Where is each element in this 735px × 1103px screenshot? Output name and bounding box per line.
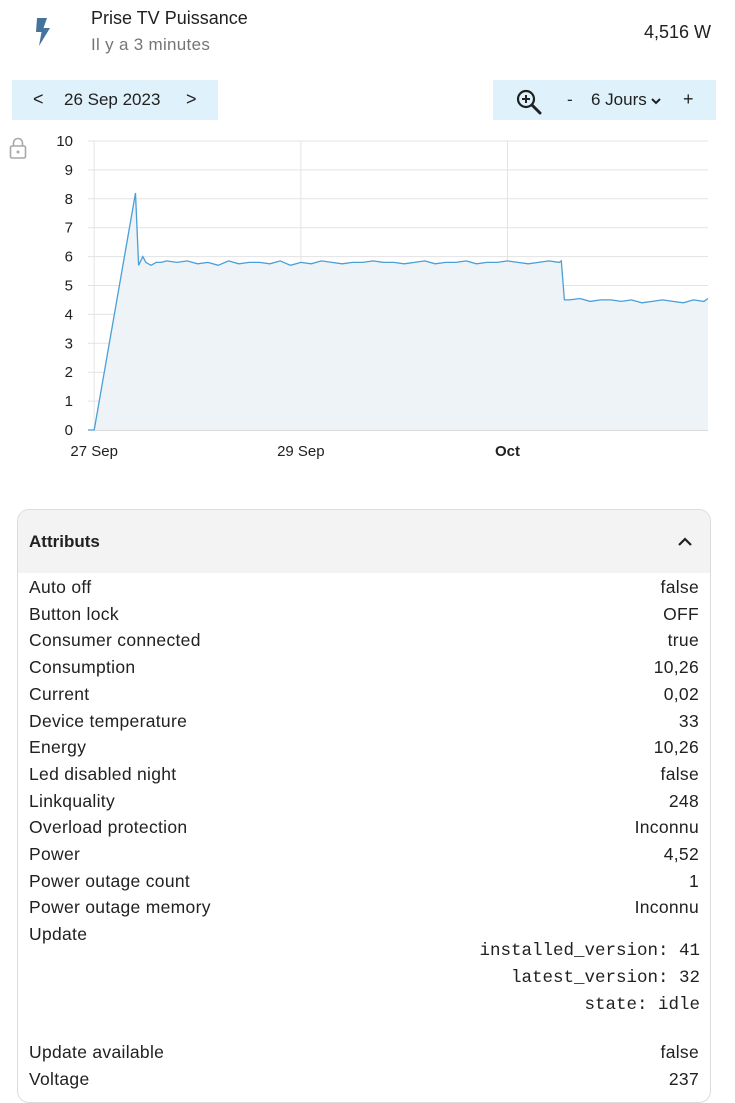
y-tick-label: 7 [65,220,73,237]
y-tick-label: 0 [65,422,73,439]
range-select-label: 6 Jours [591,90,647,109]
y-tick-label: 2 [65,364,73,381]
previous-date-button[interactable]: < [33,89,44,109]
next-date-button[interactable]: > [186,89,197,109]
series-line [88,192,709,431]
attribute-key: Overload protection [29,817,188,838]
attributes-header[interactable]: Attributs [18,510,710,573]
x-tick-label: Oct [495,443,520,460]
attribute-key: Button lock [29,603,119,624]
attribute-row: Power outage memory Inconnu [29,897,699,921]
attribute-row: Overload protection Inconnu [29,817,699,841]
attribute-value: Inconnu [634,817,699,838]
attribute-key: Power [29,844,81,864]
attribute-row: Linkquality 248 [29,791,699,815]
attribute-key: Current [29,683,90,704]
update-detail-line: state: idle [584,995,700,1016]
attribute-key: Power outage memory [29,897,211,918]
attribute-key: Consumption [29,657,136,678]
attribute-key: Energy [29,737,87,758]
attributes-card: Attributs Auto off false Button lock OFF Con… [17,509,711,1103]
attribute-value: 0,02 [663,683,699,704]
range-decrease-button[interactable]: - [567,90,573,109]
range-picker: - 6 Jours + [493,80,716,120]
attribute-value: 4,52 [663,844,699,864]
attribute-value: true [667,630,699,651]
lock-icon[interactable] [9,137,27,159]
update-detail-line: latest_version: 32 [510,968,700,989]
attribute-value: 10,26 [653,737,699,758]
chevron-down-icon [651,97,661,104]
attribute-value: 237 [668,1068,699,1089]
series-area [88,193,708,430]
x-tick-label: 27 Sep [70,443,118,460]
attribute-key: Update [29,924,88,945]
attribute-row: Power outage count 1 [29,871,699,895]
y-tick-label: 5 [65,278,73,295]
attribute-key: Voltage [29,1068,90,1089]
attribute-key: Device temperature [29,710,188,731]
power-history-chart[interactable]: 0 1 2 3 4 5 6 7 8 9 10 27 Sep 29 Sep Oct [0,125,735,470]
attribute-value: OFF [663,603,699,624]
attribute-value: Inconnu [634,897,699,918]
y-tick-label: 6 [65,249,73,266]
x-tick-label: 29 Sep [277,443,325,460]
attribute-row: Current 0,02 [29,684,699,708]
attribute-row: Button lock OFF [29,604,699,628]
attribute-row: Energy 10,26 [29,737,699,761]
attribute-key: Led disabled night [29,763,177,784]
attribute-row: Consumer connected true [29,630,699,654]
attribute-key: Linkquality [29,790,115,811]
range-increase-button[interactable]: + [683,89,694,109]
attribute-value: 248 [668,790,699,811]
attribute-row: Consumption 10,26 [29,657,699,681]
attributes-title: Attributs [29,532,100,551]
y-tick-label: 4 [65,306,73,323]
flash-icon [36,18,50,46]
attribute-row: Power 4,52 [29,844,699,868]
y-tick-label: 9 [65,162,73,179]
y-tick-label: 1 [65,393,73,410]
entity-title: Prise TV Puissance [91,8,248,28]
attribute-row: Voltage 237 [29,1069,699,1093]
attribute-key: Update available [29,1041,165,1062]
y-tick-label: 3 [65,335,73,352]
attribute-key: Auto off [29,577,92,597]
range-select[interactable]: 6 Jours [591,90,663,110]
attribute-value: false [660,577,699,597]
attribute-key: Consumer connected [29,630,201,651]
entity-header: Prise TV Puissance Il y a 3 minutes 4,51… [0,0,735,70]
zoom-in-icon[interactable] [515,88,543,116]
y-tick-label: 8 [65,191,73,208]
attribute-value: 10,26 [653,657,699,678]
attribute-value: false [660,1041,699,1062]
attribute-value: false [660,763,699,784]
attribute-row: Led disabled night false [29,764,699,788]
attribute-row: Update available false [29,1042,699,1066]
attribute-row: Update [29,924,699,948]
attribute-row: Auto off false [29,577,699,601]
y-tick-label: 10 [56,133,73,150]
date-label[interactable]: 26 Sep 2023 [64,90,161,109]
date-picker: < 26 Sep 2023 > [12,80,218,120]
update-detail-line: installed_version: 41 [479,941,700,962]
attribute-value: 33 [678,710,699,731]
entity-state: 4,516 W [643,22,711,42]
attribute-row: Device temperature 33 [29,711,699,735]
attribute-value: 1 [688,870,699,891]
last-changed: Il y a 3 minutes [91,35,211,54]
attribute-key: Power outage count [29,870,191,891]
chevron-up-icon[interactable] [675,532,695,552]
